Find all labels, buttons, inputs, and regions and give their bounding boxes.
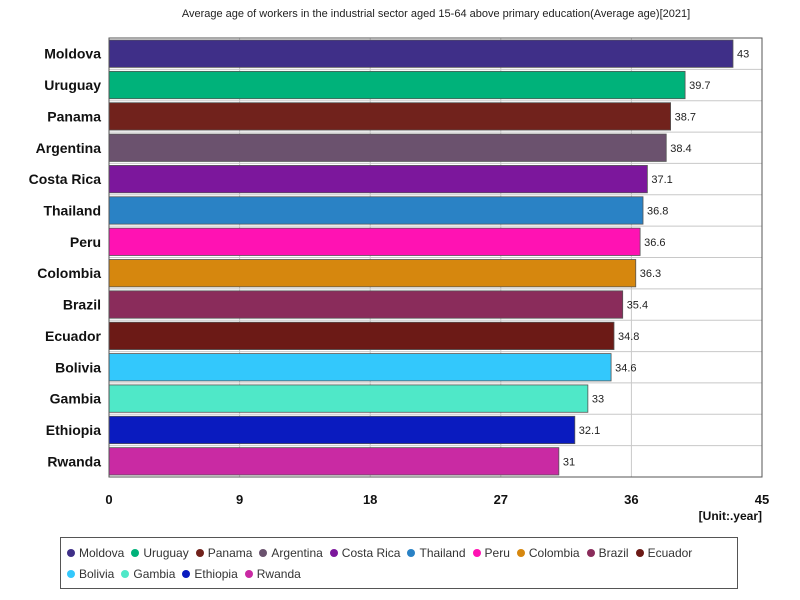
category-label: Peru xyxy=(70,234,101,250)
category-label: Colombia xyxy=(37,265,101,281)
category-label: Ecuador xyxy=(45,328,102,344)
legend-item: Thailand xyxy=(407,543,466,564)
value-label: 35.4 xyxy=(627,300,648,312)
legend-label: Rwanda xyxy=(256,567,301,581)
category-label: Panama xyxy=(47,108,101,124)
category-label: Argentina xyxy=(36,140,102,156)
legend-item: Bolivia xyxy=(67,564,114,585)
value-label: 39.7 xyxy=(689,80,710,92)
legend-label: Argentina xyxy=(271,546,323,560)
legend-item: Ecuador xyxy=(635,543,693,564)
chart-title: Average age of workers in the industrial… xyxy=(181,8,691,20)
legend-swatch xyxy=(121,570,130,578)
x-tick-label: 0 xyxy=(105,492,112,507)
legend-item: Brazil xyxy=(586,543,629,564)
value-label: 38.7 xyxy=(675,111,696,123)
legend-item: Panama xyxy=(195,543,253,564)
bar-argentina xyxy=(108,133,667,162)
bar-ethiopia xyxy=(108,415,576,445)
x-tick-label: 18 xyxy=(363,492,377,507)
category-label: Rwanda xyxy=(47,453,101,469)
legend-label: Ethiopia xyxy=(194,567,238,581)
x-tick-label: 27 xyxy=(494,492,508,507)
x-tick-label: 9 xyxy=(236,492,243,507)
x-tick-label: 36 xyxy=(624,492,638,507)
bar-rwanda xyxy=(108,447,560,476)
legend-swatch xyxy=(131,549,140,557)
category-label: Brazil xyxy=(63,297,101,313)
category-label: Costa Rica xyxy=(29,171,102,187)
legend-swatch xyxy=(182,570,191,578)
category-label: Gambia xyxy=(50,391,102,407)
legend-item: Rwanda xyxy=(244,564,301,585)
value-label: 37.1 xyxy=(651,174,672,186)
legend-label: Colombia xyxy=(528,546,580,560)
labels-layer: Moldova 43 Uruguay 39.7 Panama 38.7 Argentina 3… xyxy=(29,46,750,470)
category-label: Thailand xyxy=(43,202,101,218)
legend-item: Uruguay xyxy=(131,543,189,564)
bar-brazil xyxy=(108,290,624,319)
value-label: 36.8 xyxy=(647,205,668,217)
legend-swatch xyxy=(67,570,75,578)
bar-panama xyxy=(108,102,671,131)
legend-swatch xyxy=(407,549,416,557)
legend-label: Uruguay xyxy=(143,546,189,560)
legend-label: Brazil xyxy=(598,546,629,560)
bar-moldova xyxy=(108,39,734,68)
x-tick-label: 45 xyxy=(755,492,769,507)
category-label: Moldova xyxy=(44,46,101,62)
value-label: 38.4 xyxy=(670,143,691,155)
legend-item: Peru xyxy=(472,543,510,564)
bar-costa-rica xyxy=(108,165,648,194)
legend-item: Ethiopia xyxy=(182,564,238,585)
legend-swatch xyxy=(472,549,481,557)
value-label: 34.8 xyxy=(618,331,639,343)
bar-chart: Moldova 43 Uruguay 39.7 Panama 38.7 Argentina 3… xyxy=(29,37,769,507)
legend-label: Moldova xyxy=(79,546,125,560)
legend-label: Panama xyxy=(207,546,253,560)
x-axis-ticks: 0 9 18 27 36 45 xyxy=(105,492,769,507)
value-label: 36.3 xyxy=(640,268,661,280)
bars-layer xyxy=(108,39,734,476)
plot-border xyxy=(108,37,763,478)
legend-item: Moldova xyxy=(67,543,124,564)
legend-item: Gambia xyxy=(121,564,175,585)
legend-swatch xyxy=(67,549,75,557)
legend-swatch xyxy=(244,570,253,578)
value-label: 43 xyxy=(737,49,749,61)
bar-ecuador xyxy=(108,321,615,350)
legend-label: Bolivia xyxy=(79,567,115,581)
bar-uruguay xyxy=(108,70,686,100)
legend-label: Thailand xyxy=(419,546,466,560)
value-label: 34.6 xyxy=(615,362,636,374)
legend-swatch xyxy=(329,549,338,557)
legend-item: Argentina xyxy=(259,543,323,564)
legend-swatch xyxy=(259,549,268,557)
value-label: 36.6 xyxy=(644,237,665,249)
value-label: 31 xyxy=(563,456,575,468)
category-label: Uruguay xyxy=(44,77,101,93)
category-label: Ethiopia xyxy=(46,422,101,438)
legend-swatch xyxy=(516,549,525,557)
legend-label: Gambia xyxy=(133,567,176,581)
category-label: Bolivia xyxy=(55,359,101,375)
value-label: 33 xyxy=(592,394,604,406)
legend-item: Colombia xyxy=(516,543,580,564)
legend-swatch xyxy=(195,549,204,557)
legend-swatch xyxy=(586,549,595,557)
legend-swatch xyxy=(635,549,644,557)
bar-bolivia xyxy=(108,353,612,382)
legend-label: Peru xyxy=(484,546,510,560)
bar-gambia xyxy=(108,384,589,413)
bar-colombia xyxy=(108,259,637,288)
value-label: 32.1 xyxy=(579,425,600,437)
bar-thailand xyxy=(108,196,644,225)
legend-item: Costa Rica xyxy=(329,543,401,564)
bar-peru xyxy=(108,227,641,256)
legend-label: Costa Rica xyxy=(341,546,401,560)
legend: Moldova Uruguay Panama Argentina Costa Rica T… xyxy=(60,537,738,589)
unit-label: [Unit:.year] xyxy=(698,509,762,523)
legend-label: Ecuador xyxy=(647,546,693,560)
